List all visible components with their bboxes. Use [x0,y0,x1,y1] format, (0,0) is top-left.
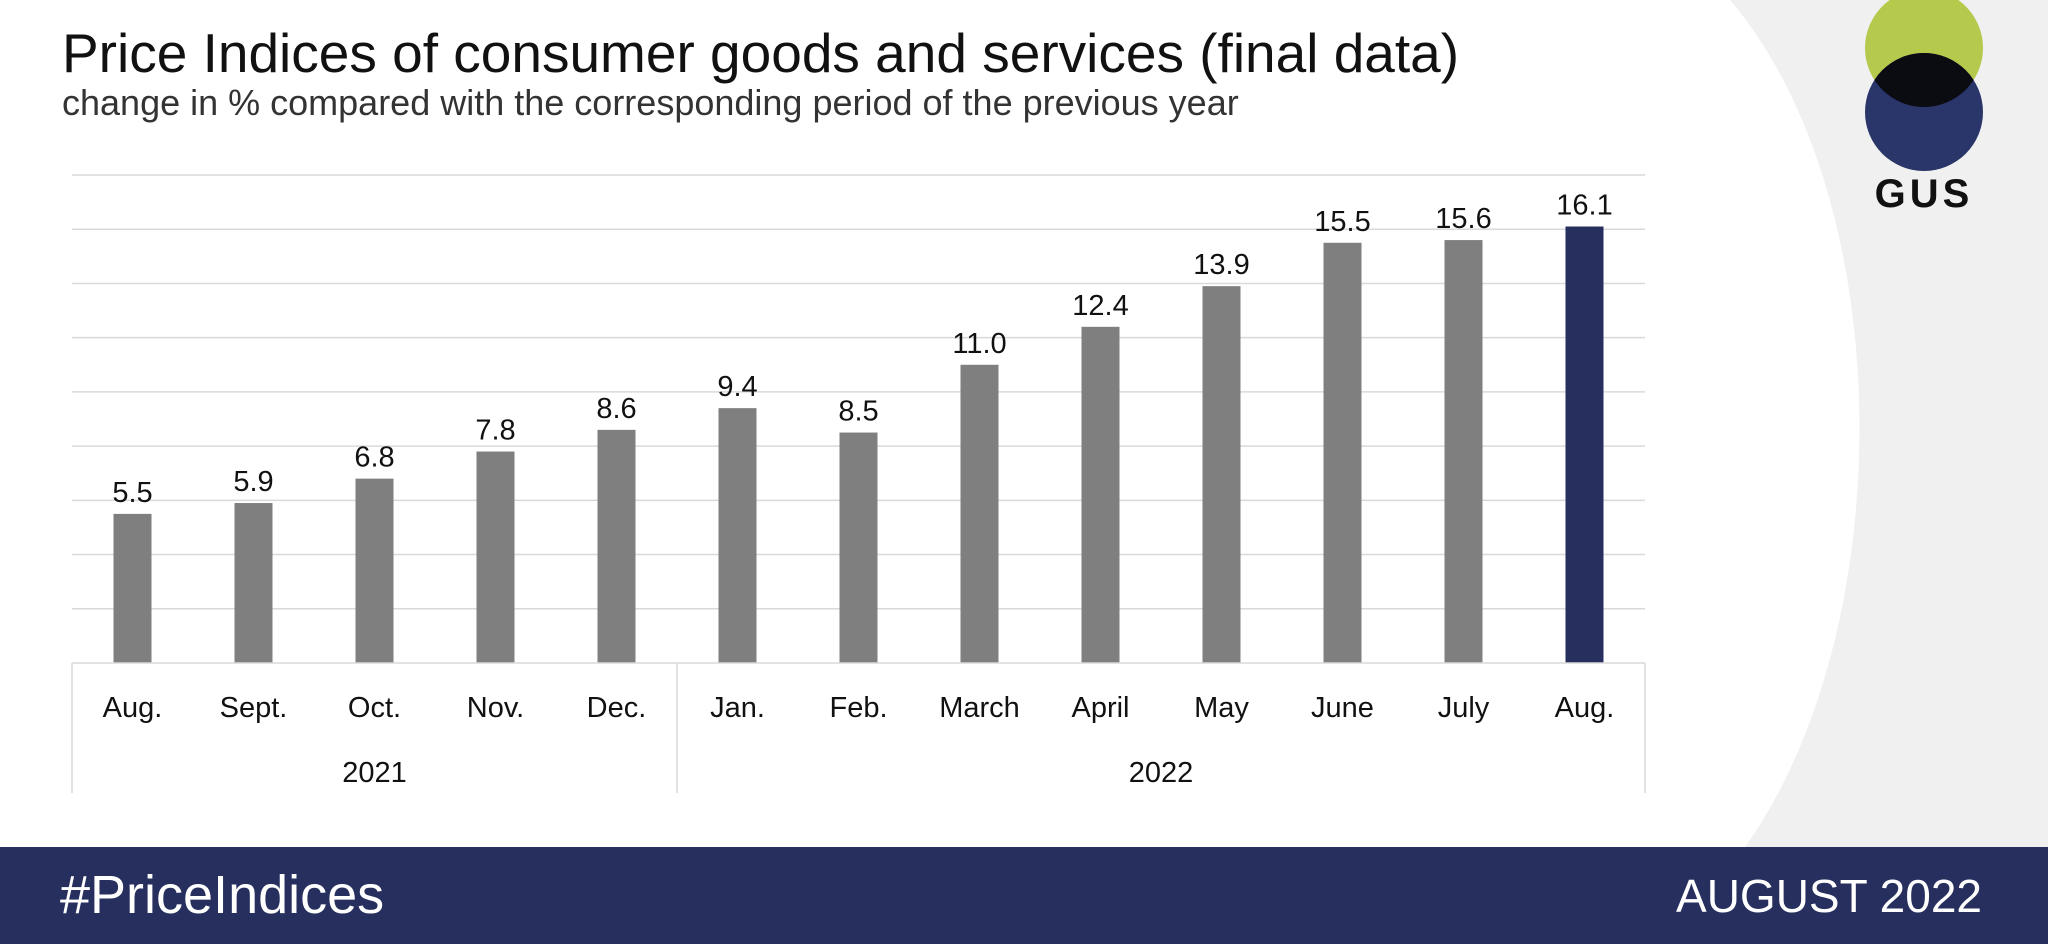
year-group-label-1: 2022 [1129,757,1194,789]
bar-4 [597,429,636,663]
bar-12 [1565,226,1604,663]
bar-9 [1202,286,1241,663]
bar-1 [234,503,273,663]
category-axis: Aug. Sept. Oct. Nov. Dec. Jan. Feb. March April M… [71,662,1646,793]
page-title: Price Indices of consumer goods and serv… [62,22,1460,84]
data-label-10: 15.5 [1314,206,1370,238]
gus-logo [1865,0,1983,171]
x-tick-label-3: Nov. [467,692,524,724]
data-label-5: 9.4 [717,371,757,403]
x-tick-label-10: June [1311,692,1374,724]
bar-5 [718,408,757,663]
bar-10 [1323,242,1362,663]
x-tick-label-12: Aug. [1555,692,1615,724]
bar-8 [1081,326,1120,663]
logo-text: GUS [1874,172,1974,216]
data-label-8: 12.4 [1072,290,1128,322]
data-label-9: 13.9 [1193,249,1249,281]
x-tick-label-1: Sept. [220,692,288,724]
bars [113,226,1604,664]
bar-6 [839,432,878,663]
x-tick-label-6: Feb. [829,692,887,724]
data-label-11: 15.6 [1435,203,1491,235]
data-label-0: 5.5 [112,477,152,509]
bar-3 [476,451,515,663]
x-tick-label-11: July [1438,692,1490,724]
x-tick-label-9: May [1194,692,1249,724]
x-tick-label-0: Aug. [103,692,163,724]
bar-11 [1444,240,1483,664]
page-subtitle: change in % compared with the correspond… [62,82,1239,123]
period-text: AUGUST 2022 [1676,870,1982,922]
hashtag-text: #PriceIndices [60,865,385,925]
data-label-7: 11.0 [952,328,1006,360]
x-tick-label-7: March [939,692,1020,724]
data-label-6: 8.5 [838,396,878,428]
data-label-4: 8.6 [596,393,636,425]
x-tick-label-4: Dec. [587,692,647,724]
year-group-label-0: 2021 [342,757,407,789]
bar-chart: 5.5 5.9 6.8 7.8 8.6 9.4 8.5 11.0 12.4 13.9 15.5 15.… [71,174,1646,793]
data-label-12: 16.1 [1556,190,1612,222]
bar-2 [355,478,394,663]
bar-0 [113,513,152,663]
data-label-3: 7.8 [475,415,515,447]
data-label-2: 6.8 [354,442,394,474]
bar-7 [960,364,999,663]
data-label-1: 5.9 [233,466,273,498]
x-tick-label-5: Jan. [710,692,765,724]
footer-bar: #PriceIndices AUGUST 2022 [0,847,2048,944]
data-labels: 5.5 5.9 6.8 7.8 8.6 9.4 8.5 11.0 12.4 13.9 15.5 15.… [112,190,1612,509]
x-tick-label-2: Oct. [348,692,401,724]
x-tick-label-8: April [1071,692,1129,724]
